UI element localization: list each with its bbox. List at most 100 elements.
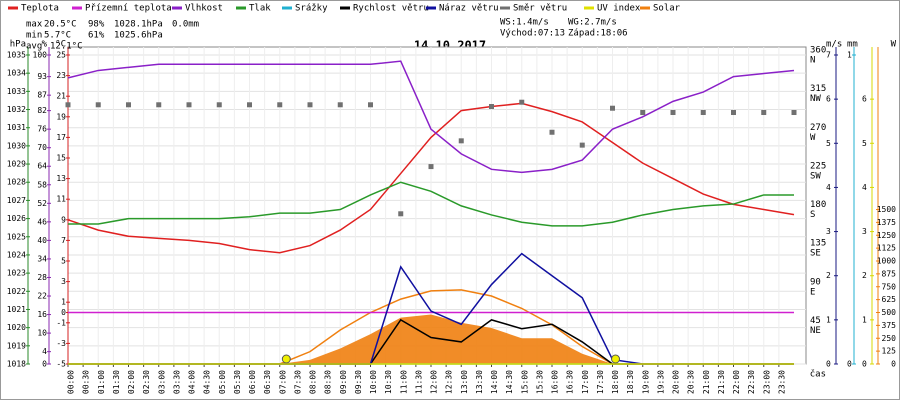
- wind-direction-point: [368, 102, 373, 108]
- y-axis-unit: %: [42, 40, 48, 50]
- y-tick-label: 45: [810, 316, 821, 326]
- y-tick-label: -3: [56, 339, 66, 348]
- x-tick-label: 10:00: [369, 370, 378, 394]
- x-tick-label: 14:00: [490, 370, 499, 394]
- stat-text: Východ:07:13: [500, 29, 565, 39]
- y-tick-label: 13: [56, 174, 66, 183]
- stat-text: 12.1°C: [50, 42, 83, 52]
- y-tick-label: 3: [862, 227, 867, 236]
- y-tick-label: 34: [37, 254, 47, 263]
- legend-label: Směr větru: [513, 4, 567, 14]
- x-tick-label: 12:30: [445, 370, 454, 394]
- wind-direction-point: [126, 102, 131, 108]
- series-line: [68, 181, 794, 227]
- y-axis-unit: m/s: [826, 40, 842, 50]
- y-tick-label: 375: [882, 321, 897, 330]
- y-tick-label: 1018: [7, 360, 26, 369]
- wind-direction-point: [307, 102, 313, 108]
- wind-direction-point: [791, 110, 797, 116]
- x-tick-label: 19:00: [641, 370, 650, 394]
- x-tick-label: 23:30: [777, 370, 786, 394]
- y-tick-label: 750: [882, 282, 897, 291]
- y-tick-label: 1030: [7, 141, 26, 150]
- y-tick-label: 11: [56, 195, 66, 204]
- x-tick-label: 04:00: [188, 370, 197, 394]
- y-tick-label: 1031: [7, 123, 26, 132]
- y-tick-label: 52: [37, 199, 47, 208]
- y-axis-unit: mm: [847, 40, 858, 50]
- y-tick-label: 270: [810, 123, 826, 133]
- legend-label: Srážky: [295, 4, 328, 14]
- y-tick-label: 0: [826, 360, 831, 369]
- y-tick-label: 76: [37, 125, 47, 134]
- y-tick-label: 5: [826, 139, 831, 148]
- x-tick-label: 20:00: [672, 370, 681, 394]
- solar-curve: [279, 289, 613, 365]
- wind-direction-point: [428, 164, 434, 170]
- y-tick-label: 1500: [877, 205, 896, 214]
- y-tick-label: 46: [37, 217, 47, 226]
- y-tick-label: 23: [56, 71, 66, 80]
- y-tick-label: 135: [810, 239, 826, 249]
- y-tick-label: 10: [37, 329, 47, 338]
- x-tick-label: 22:30: [747, 370, 756, 394]
- stat-text: 20.5°C: [44, 20, 77, 30]
- x-tick-label: 02:00: [127, 370, 136, 394]
- y-tick-label: 1019: [7, 341, 26, 350]
- y-tick-label: 25: [56, 51, 66, 60]
- legend-label: Solar: [653, 4, 681, 14]
- stat-text: WS:1.4m/s: [500, 18, 549, 28]
- y-tick-label: 16: [37, 310, 47, 319]
- x-axis-label: čas: [810, 369, 826, 380]
- wind-direction-point: [731, 110, 736, 116]
- wind-direction-point: [186, 102, 192, 108]
- x-tick-label: 18:30: [626, 370, 635, 394]
- wind-direction-point: [65, 102, 71, 108]
- wind-direction-point: [610, 105, 615, 111]
- stat-text: 1028.1hPa: [114, 20, 163, 30]
- y-tick-compass: NW: [810, 94, 821, 104]
- y-tick-label: 5: [862, 139, 867, 148]
- x-tick-label: 23:00: [762, 370, 771, 394]
- wind-direction-point: [519, 99, 525, 105]
- x-tick-label: 22:00: [732, 370, 741, 394]
- y-tick-label: 1375: [877, 218, 896, 227]
- wind-direction-point: [277, 102, 283, 108]
- x-tick-label: 07:00: [278, 370, 287, 394]
- y-tick-label: 9: [61, 215, 66, 224]
- wind-direction-point: [216, 102, 222, 108]
- sun-marker: [281, 354, 291, 364]
- y-axis-unit: W: [891, 40, 897, 50]
- x-tick-label: 03:00: [157, 370, 166, 394]
- wind-direction-point: [549, 129, 555, 135]
- sun-marker: [611, 354, 621, 364]
- x-tick-label: 20:30: [687, 370, 696, 394]
- stat-text: 98%: [88, 20, 105, 30]
- y-tick-label: 1024: [7, 250, 26, 259]
- y-tick-label: 4: [826, 183, 831, 192]
- x-tick-label: 09:00: [339, 370, 348, 394]
- stat-text: 61%: [88, 31, 105, 41]
- y-tick-label: 6: [862, 95, 867, 104]
- legend-label: UV index: [597, 4, 641, 14]
- y-tick-label: 0: [61, 308, 66, 317]
- x-tick-label: 00:30: [82, 370, 91, 394]
- wind-direction-point: [247, 102, 252, 108]
- x-tick-label: 16:30: [566, 370, 575, 394]
- x-tick-label: 05:00: [218, 370, 227, 394]
- y-tick-label: 2: [862, 271, 867, 280]
- y-tick-label: 1: [61, 298, 66, 307]
- x-tick-label: 18:00: [611, 370, 620, 394]
- legend-label: Náraz větru: [439, 4, 499, 14]
- y-tick-label: 1: [862, 315, 867, 324]
- y-tick-compass: W: [810, 133, 816, 143]
- x-tick-label: 01:00: [97, 370, 106, 394]
- series-line: [67, 60, 795, 174]
- x-tick-label: 01:30: [112, 370, 121, 394]
- x-tick-label: 21:00: [702, 370, 711, 394]
- x-tick-label: 03:30: [172, 370, 181, 394]
- y-tick-label: 125: [882, 347, 897, 356]
- wind-direction-point: [640, 110, 646, 116]
- wind-direction-point: [579, 142, 585, 148]
